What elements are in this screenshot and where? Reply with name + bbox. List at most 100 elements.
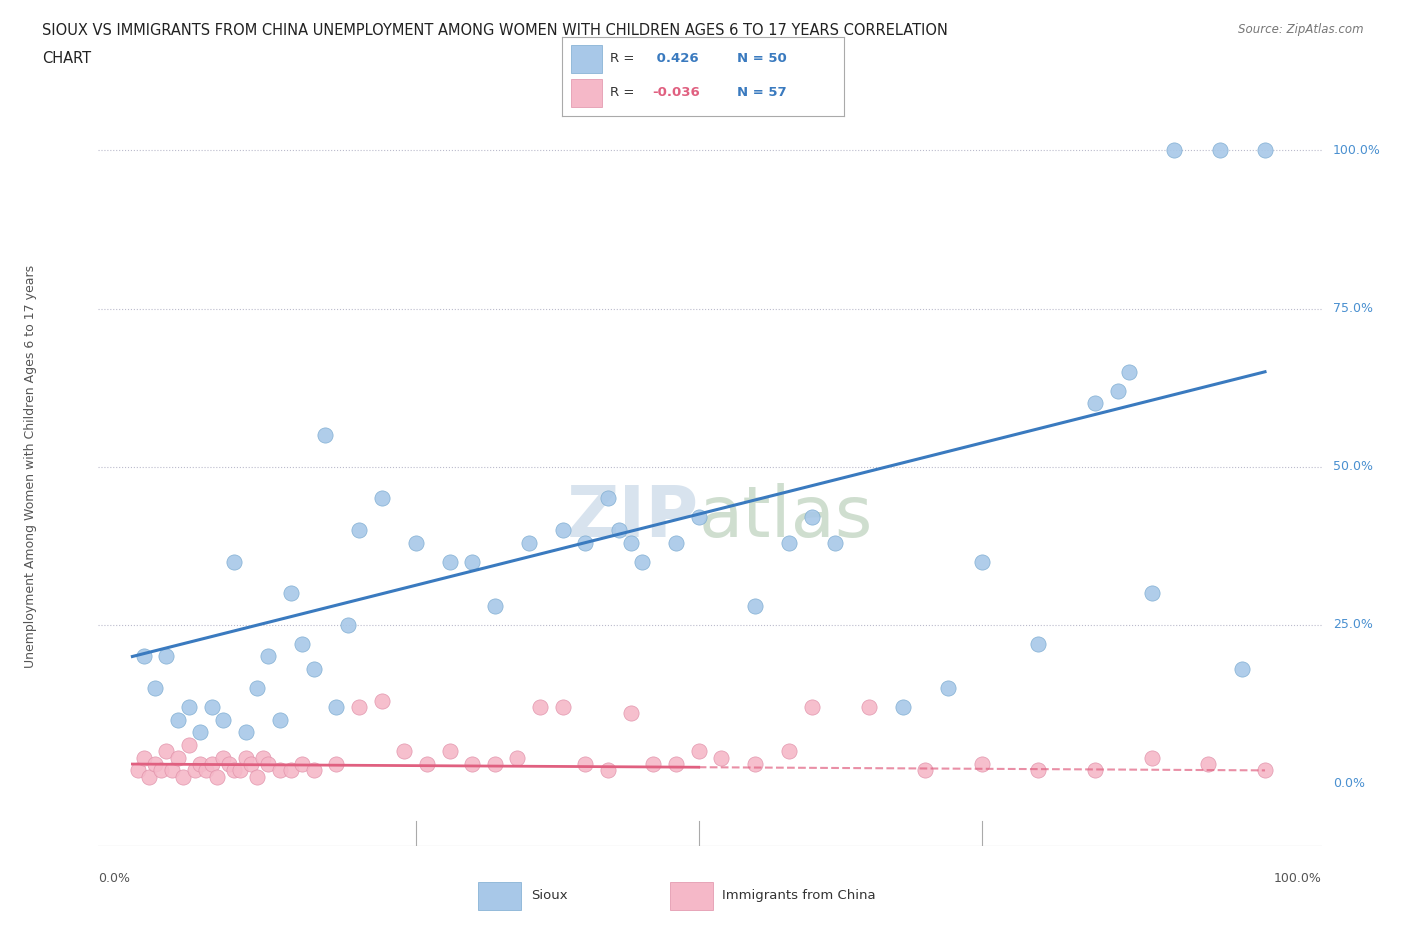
Point	[235, 751, 257, 765]
Point	[631, 554, 654, 569]
Point	[370, 694, 392, 709]
Point	[405, 535, 427, 550]
Text: R =: R =	[610, 52, 638, 65]
Point	[529, 699, 551, 714]
Point	[891, 699, 914, 714]
Text: SIOUX VS IMMIGRANTS FROM CHINA UNEMPLOYMENT AMONG WOMEN WITH CHILDREN AGES 6 TO : SIOUX VS IMMIGRANTS FROM CHINA UNEMPLOYM…	[42, 23, 948, 38]
Point	[574, 535, 596, 550]
Point	[183, 763, 205, 777]
Bar	[478, 883, 522, 910]
Point	[800, 699, 823, 714]
Point	[710, 751, 733, 765]
Text: R =: R =	[610, 86, 638, 100]
Point	[149, 763, 172, 777]
Point	[936, 681, 959, 696]
Point	[1084, 396, 1107, 411]
Bar	[571, 46, 602, 73]
Point	[325, 757, 347, 772]
Point	[439, 744, 461, 759]
Text: N = 57: N = 57	[737, 86, 786, 100]
Text: Immigrants from China: Immigrants from China	[723, 889, 876, 901]
Point	[1084, 763, 1107, 777]
Point	[347, 523, 370, 538]
Bar	[669, 883, 713, 910]
Point	[517, 535, 540, 550]
Text: 0.426: 0.426	[652, 52, 699, 65]
Point	[269, 763, 291, 777]
Point	[970, 757, 993, 772]
Point	[132, 751, 155, 765]
Point	[551, 699, 574, 714]
Point	[800, 510, 823, 525]
Point	[596, 763, 619, 777]
Point	[744, 757, 766, 772]
Point	[778, 535, 800, 550]
Point	[370, 491, 392, 506]
Text: N = 50: N = 50	[737, 52, 786, 65]
Point	[257, 757, 280, 772]
Point	[195, 763, 218, 777]
Point	[257, 649, 280, 664]
Point	[1107, 383, 1129, 398]
Point	[1254, 763, 1277, 777]
Point	[596, 491, 619, 506]
Point	[166, 751, 188, 765]
Text: 75.0%: 75.0%	[1333, 302, 1374, 315]
Point	[143, 757, 166, 772]
Text: 100.0%: 100.0%	[1274, 871, 1322, 884]
Point	[1232, 662, 1254, 677]
Point	[224, 554, 246, 569]
Point	[609, 523, 631, 538]
Point	[914, 763, 936, 777]
Point	[484, 598, 506, 613]
Point	[291, 757, 314, 772]
Point	[280, 763, 302, 777]
Point	[1028, 763, 1050, 777]
Point	[127, 763, 149, 777]
Point	[824, 535, 846, 550]
Text: ZIP: ZIP	[567, 483, 699, 551]
Point	[280, 586, 302, 601]
Point	[506, 751, 529, 765]
Point	[484, 757, 506, 772]
Point	[778, 744, 800, 759]
Point	[688, 744, 710, 759]
Point	[177, 737, 200, 752]
Point	[1118, 365, 1140, 379]
Text: 50.0%: 50.0%	[1333, 460, 1374, 473]
Point	[155, 649, 177, 664]
Point	[1140, 586, 1163, 601]
Point	[240, 757, 263, 772]
Point	[858, 699, 880, 714]
Point	[188, 725, 211, 740]
Point	[212, 712, 235, 727]
Point	[1254, 143, 1277, 158]
Point	[665, 757, 688, 772]
Point	[665, 535, 688, 550]
Point	[269, 712, 291, 727]
Text: 25.0%: 25.0%	[1333, 618, 1372, 631]
Point	[970, 554, 993, 569]
Point	[688, 510, 710, 525]
Point	[246, 681, 269, 696]
Point	[201, 757, 224, 772]
Point	[1028, 636, 1050, 651]
Point	[347, 699, 370, 714]
Point	[336, 618, 359, 632]
Text: -0.036: -0.036	[652, 86, 700, 100]
Point	[325, 699, 347, 714]
Bar	[571, 79, 602, 107]
Point	[302, 763, 325, 777]
Point	[314, 428, 336, 443]
Point	[246, 769, 269, 784]
Text: 0.0%: 0.0%	[98, 871, 131, 884]
Point	[224, 763, 246, 777]
Point	[461, 757, 484, 772]
Point	[155, 744, 177, 759]
Point	[574, 757, 596, 772]
Point	[1197, 757, 1219, 772]
Point	[620, 706, 643, 721]
Point	[643, 757, 665, 772]
Point	[160, 763, 183, 777]
Text: Sioux: Sioux	[531, 889, 568, 901]
